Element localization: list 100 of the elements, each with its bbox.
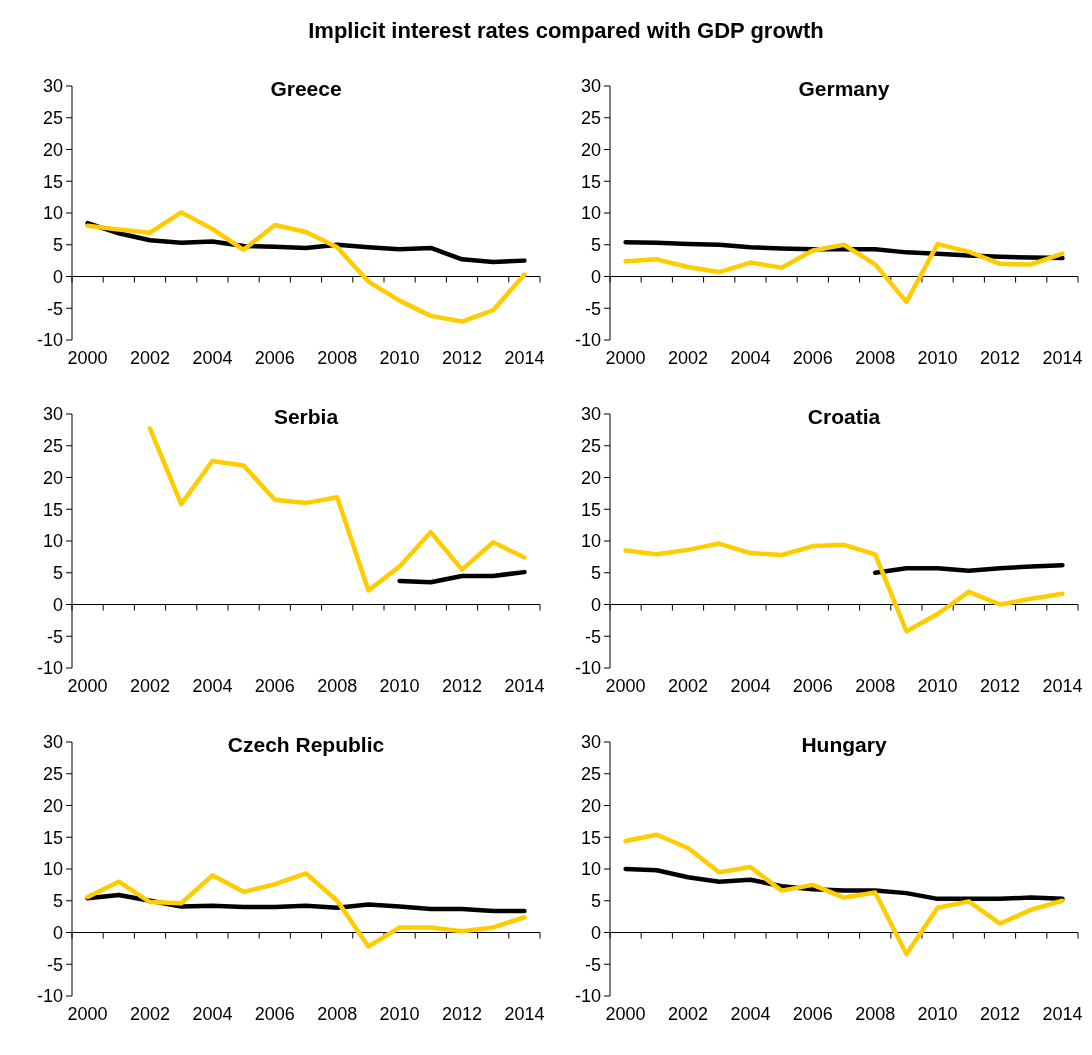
x-tick-label: 2008 — [317, 1004, 358, 1024]
chart-title: Greece — [270, 77, 342, 100]
y-tick-label: -10 — [574, 986, 601, 1007]
line-series — [623, 866, 1065, 902]
x-tick-label: 2004 — [730, 1004, 771, 1024]
x-tick-label: 2004 — [192, 676, 233, 696]
y-tick-label: 10 — [42, 203, 63, 224]
y-tick-label: 30 — [580, 732, 601, 753]
chart-title: Croatia — [807, 405, 881, 428]
y-tick-label: -10 — [36, 986, 63, 1007]
y-tick-label: -10 — [36, 658, 63, 679]
x-tick-label: 2006 — [254, 348, 295, 368]
y-tick-label: 5 — [590, 563, 601, 584]
x-tick-label: 2010 — [379, 1004, 420, 1024]
y-tick-label: 5 — [590, 891, 601, 912]
x-tick-label: 2012 — [441, 348, 483, 368]
line-series — [85, 210, 527, 324]
x-tick-label: 2000 — [67, 676, 108, 696]
x-tick-label: 2008 — [855, 1004, 896, 1024]
x-tick-label: 2014 — [504, 348, 545, 368]
y-tick-label: -10 — [574, 330, 601, 351]
y-tick-label: -5 — [584, 954, 601, 975]
x-tick-label: 2010 — [917, 348, 958, 368]
x-tick-label: 2008 — [855, 348, 896, 368]
y-tick-label: 20 — [580, 467, 601, 488]
y-tick-label: 30 — [42, 404, 63, 425]
y-tick-label: -5 — [46, 298, 63, 319]
x-tick-label: 2014 — [1042, 1004, 1083, 1024]
x-tick-label: 2004 — [192, 1004, 233, 1024]
x-tick-label: 2000 — [605, 348, 646, 368]
text: Implicit interest rates compared with GDP growth — [308, 18, 824, 43]
x-tick-label: 2010 — [917, 676, 958, 696]
y-tick-label: -10 — [36, 330, 63, 351]
x-tick-label: 2006 — [792, 676, 833, 696]
line-series — [85, 892, 527, 914]
line-series — [147, 426, 527, 593]
chart-title: Serbia — [273, 405, 339, 428]
y-tick-label: 25 — [580, 764, 601, 785]
chart-title: Hungary — [801, 733, 887, 756]
y-tick-label: 25 — [42, 108, 63, 129]
y-tick-label: 5 — [52, 891, 63, 912]
y-tick-label: 20 — [580, 795, 601, 816]
y-tick-label: 10 — [580, 203, 601, 224]
x-tick-label: 2012 — [979, 348, 1021, 368]
x-tick-label: 2000 — [67, 348, 108, 368]
y-tick-label: 0 — [52, 266, 63, 287]
x-tick-label: 2012 — [979, 1004, 1021, 1024]
chart-title: Germany — [798, 77, 890, 100]
y-tick-label: 10 — [42, 531, 63, 552]
x-tick-label: 2014 — [1042, 348, 1083, 368]
x-tick-label: 2002 — [129, 676, 171, 696]
x-tick-label: 2014 — [1042, 676, 1083, 696]
y-tick-label: 25 — [580, 108, 601, 129]
x-tick-label: 2010 — [379, 676, 420, 696]
y-tick-label: 15 — [42, 499, 63, 520]
x-tick-label: 2000 — [67, 1004, 108, 1024]
y-tick-label: 15 — [42, 827, 63, 848]
y-tick-label: -5 — [46, 626, 63, 647]
x-tick-label: 2012 — [441, 676, 483, 696]
y-tick-label: 30 — [42, 732, 63, 753]
y-tick-label: 20 — [42, 467, 63, 488]
y-tick-label: 20 — [42, 795, 63, 816]
y-tick-label: -5 — [584, 626, 601, 647]
x-tick-label: 2012 — [441, 1004, 483, 1024]
x-tick-label: 2006 — [254, 1004, 295, 1024]
y-tick-label: 30 — [580, 76, 601, 97]
y-tick-label: -5 — [584, 298, 601, 319]
x-tick-label: 2004 — [730, 348, 771, 368]
y-tick-label: 20 — [580, 139, 601, 160]
y-tick-label: 0 — [590, 922, 601, 943]
line-series — [872, 562, 1065, 575]
y-tick-label: 15 — [580, 171, 601, 192]
x-tick-label: 2010 — [379, 348, 420, 368]
y-tick-label: 30 — [580, 404, 601, 425]
x-tick-label: 2010 — [917, 1004, 958, 1024]
x-tick-label: 2006 — [792, 348, 833, 368]
y-tick-label: 0 — [590, 594, 601, 615]
y-tick-label: 0 — [590, 266, 601, 287]
x-tick-label: 2006 — [254, 676, 295, 696]
x-tick-label: 2006 — [792, 1004, 833, 1024]
y-tick-label: 25 — [42, 436, 63, 457]
x-tick-label: 2008 — [317, 348, 358, 368]
x-tick-label: 2014 — [504, 676, 545, 696]
x-tick-label: 2002 — [667, 676, 709, 696]
x-tick-label: 2000 — [605, 676, 646, 696]
x-tick-label: 2004 — [730, 676, 771, 696]
y-tick-label: -5 — [46, 954, 63, 975]
x-tick-label: 2000 — [605, 1004, 646, 1024]
y-tick-label: 0 — [52, 922, 63, 943]
x-tick-label: 2012 — [979, 676, 1021, 696]
y-tick-label: 0 — [52, 594, 63, 615]
y-tick-label: 25 — [580, 436, 601, 457]
chart-title: Czech Republic — [227, 733, 385, 756]
line-series — [623, 541, 1065, 634]
y-tick-label: 10 — [42, 859, 63, 880]
line-series — [397, 569, 527, 585]
y-tick-label: 5 — [52, 563, 63, 584]
x-tick-label: 2002 — [667, 1004, 709, 1024]
x-tick-label: 2014 — [504, 1004, 545, 1024]
line-series — [623, 241, 1065, 305]
